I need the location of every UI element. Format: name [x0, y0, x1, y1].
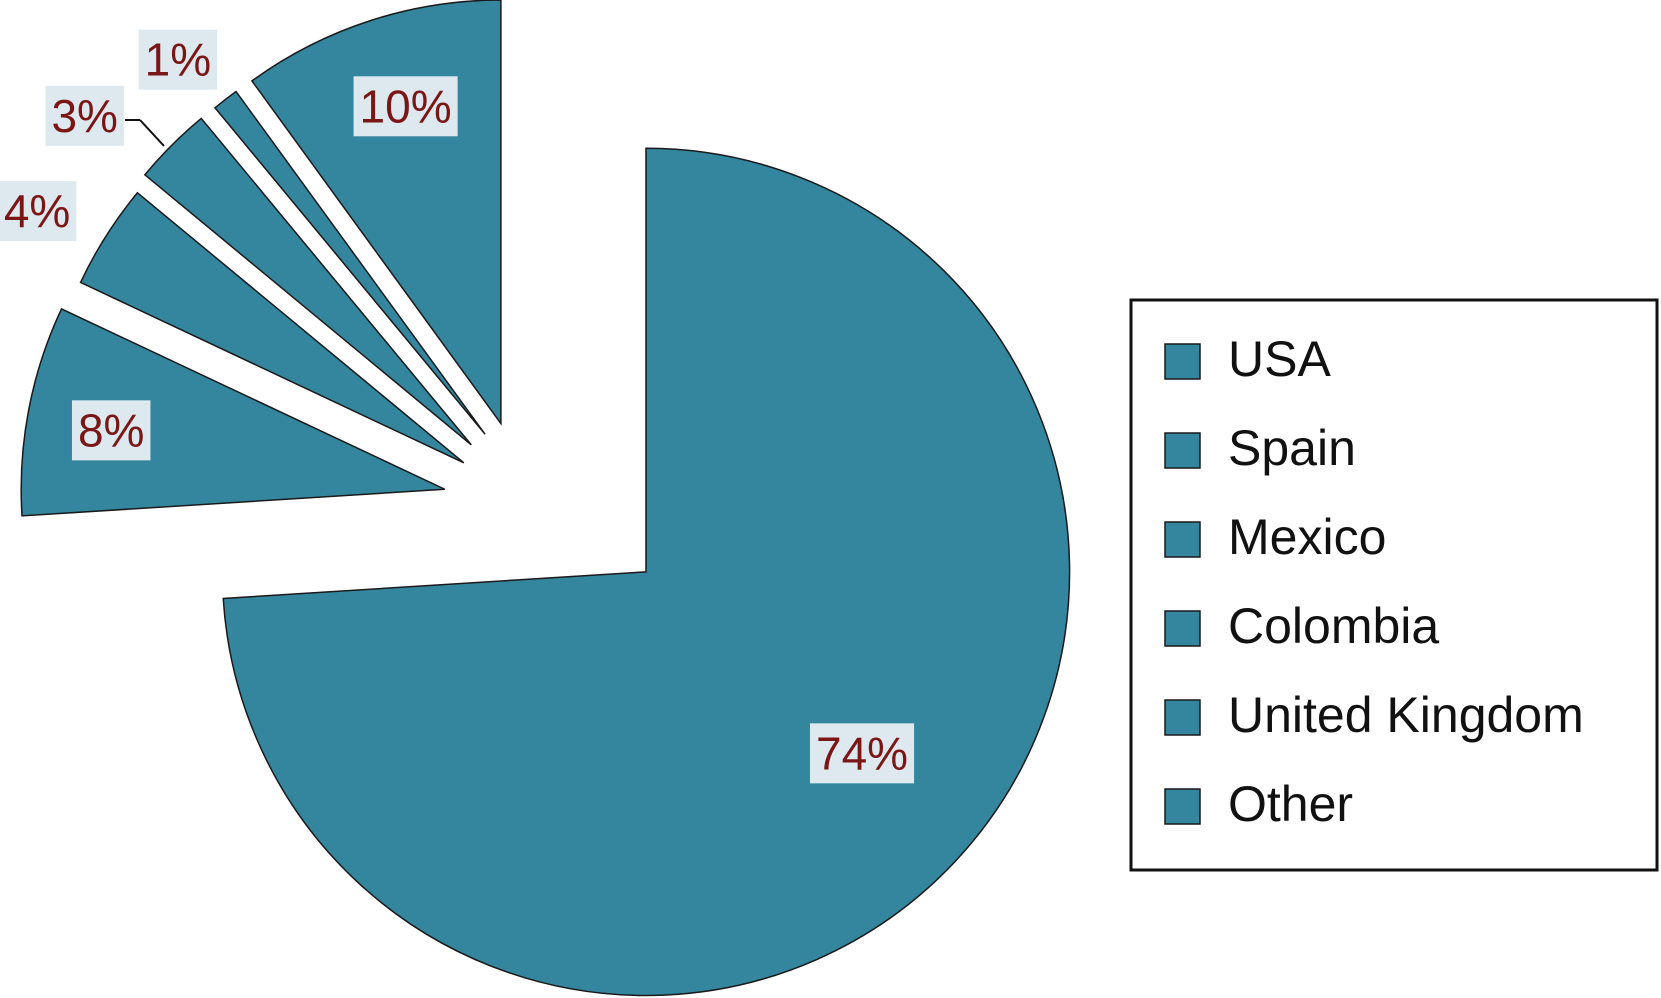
legend-label: Other	[1228, 776, 1353, 832]
data-label: 10%	[353, 76, 458, 137]
pie-slice	[222, 147, 1071, 997]
data-label-bg	[45, 85, 124, 146]
data-label: 74%	[809, 723, 915, 784]
legend-label: Mexico	[1228, 509, 1386, 565]
legend-swatch	[1164, 432, 1201, 469]
legend-swatch	[1164, 521, 1201, 558]
data-label-bg	[71, 400, 151, 461]
legend-label: Colombia	[1228, 598, 1439, 654]
pie-slice	[143, 117, 472, 446]
data-label-text: 10%	[360, 80, 452, 132]
legend-swatch	[1164, 343, 1201, 380]
legend-label: Spain	[1228, 420, 1356, 476]
data-label-text: 1%	[145, 34, 211, 86]
pie-slice	[79, 191, 465, 464]
data-label-text: 3%	[51, 90, 117, 142]
legend-box	[1129, 298, 1659, 872]
legend-swatch	[1164, 610, 1201, 647]
data-label-text: 8%	[78, 404, 144, 456]
data-label: 1%	[138, 29, 218, 90]
leader-line	[139, 119, 165, 147]
data-label-bg	[809, 723, 915, 784]
legend-label: United Kingdom	[1228, 687, 1584, 743]
data-label-bg	[353, 76, 458, 137]
data-label: 4%	[0, 181, 77, 242]
pie-slice	[213, 90, 486, 435]
data-label-text: 4%	[4, 185, 70, 237]
data-label-bg	[138, 29, 218, 90]
data-label: 3%	[45, 85, 124, 146]
legend-swatch	[1164, 699, 1201, 736]
data-label-bg	[0, 181, 77, 242]
data-label: 8%	[71, 400, 151, 461]
legend: USA Spain Mexico Colombia United Kingdom Othe…	[1129, 298, 1659, 872]
data-label-text: 74%	[816, 727, 908, 779]
pie-slice	[20, 307, 446, 517]
legend-swatch	[1164, 788, 1201, 825]
legend-label: USA	[1228, 331, 1331, 387]
